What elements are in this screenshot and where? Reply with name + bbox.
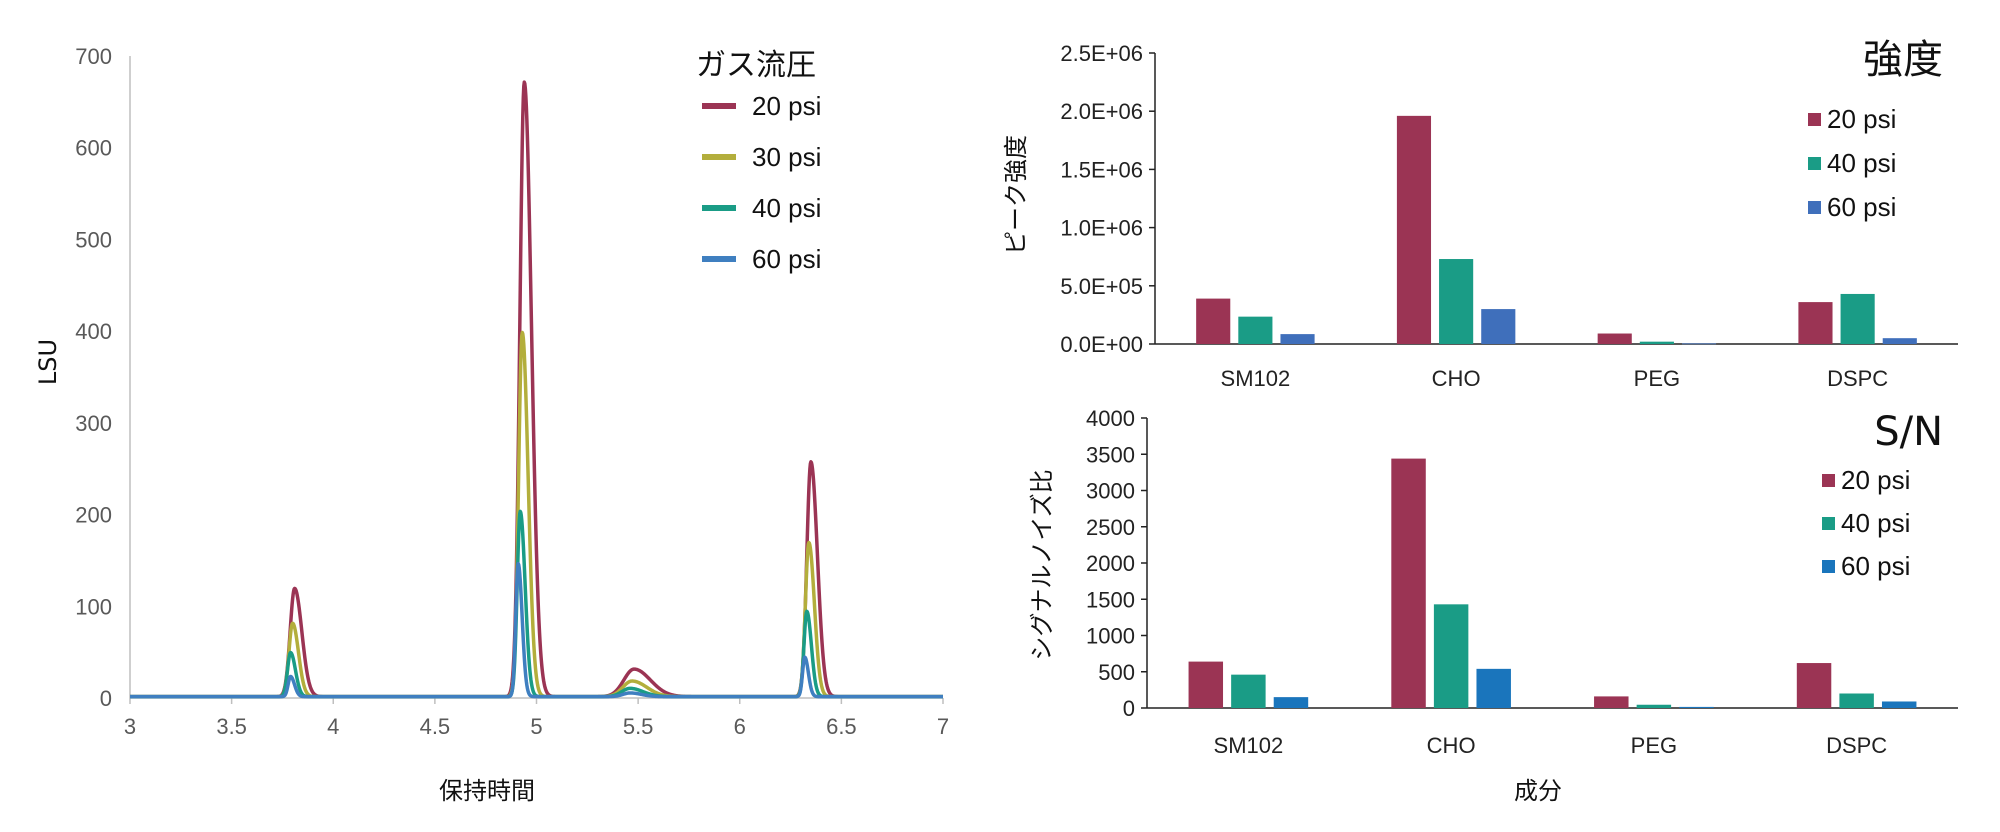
bar-category-label: PEG (1631, 733, 1677, 758)
legend-label: 60 psi (1827, 192, 1896, 222)
legend-swatch (1808, 201, 1821, 214)
bar (1196, 298, 1231, 344)
chromatogram-y-tick-label: 500 (75, 227, 112, 252)
bar (1882, 338, 1917, 344)
legend-label: 60 psi (1841, 551, 1910, 581)
chromatogram-y-tick-label: 600 (75, 136, 112, 161)
bar-y-tick-label: 3500 (1086, 442, 1135, 467)
legend-label: 20 psi (752, 91, 821, 121)
chromatogram-y-tick-label: 100 (75, 594, 112, 619)
intensity-ylabel: ピーク強度 (1002, 135, 1030, 255)
bar (1433, 604, 1469, 708)
legend-label: 40 psi (752, 193, 821, 223)
bar-category-label: DSPC (1826, 733, 1887, 758)
bar-y-tick-label: 2500 (1086, 515, 1135, 540)
chromatogram-xlabel: 保持時間 (439, 777, 535, 805)
bar (1594, 696, 1629, 708)
bar-y-tick-label: 2000 (1086, 551, 1135, 576)
bar-y-tick-label: 1000 (1086, 624, 1135, 649)
bar (1840, 293, 1875, 344)
chromatogram-x-tick-label: 4.5 (420, 714, 451, 739)
sn-bar-chart: S/N シグナルノイズ比 成分 0 500 1000 1500 2000 2500 3000… (1028, 406, 1958, 805)
bar (1476, 668, 1511, 708)
bar (1238, 316, 1273, 344)
bar (1881, 701, 1917, 708)
bar-category-label: CHO (1427, 733, 1476, 758)
bar (1597, 333, 1632, 344)
sn-title: S/N (1874, 409, 1943, 455)
intensity-bar-chart: 強度 ピーク強度 0.0E+00 5.0E+05 1.0E+06 1.5E+06 2.0… (1002, 37, 1958, 391)
chromatogram-y-tick-label: 700 (75, 44, 112, 69)
bar-y-tick-label: 0.0E+00 (1060, 332, 1143, 357)
legend-label: 40 psi (1827, 148, 1896, 178)
bar (1679, 706, 1714, 708)
chromatogram-x-tick-label: 3 (124, 714, 136, 739)
bar (1639, 341, 1674, 344)
bar-category-label: CHO (1432, 366, 1481, 391)
bar-category-label: SM102 (1221, 366, 1291, 391)
bar-y-tick-label: 3000 (1086, 479, 1135, 504)
bar-y-tick-label: 5.0E+05 (1060, 274, 1143, 299)
bar (1481, 309, 1516, 344)
chromatogram-chart: LSU 保持時間 ガス流圧 0 100 200 300 400 500 600 700 3 3.5… (34, 44, 949, 805)
chromatogram-x-tick-label: 7 (937, 714, 949, 739)
chromatogram-series-line (128, 561, 945, 699)
bar-category-label: DSPC (1827, 366, 1888, 391)
chromatogram-y-tick-label: 0 (100, 686, 112, 711)
chromatogram-y-tick-label: 400 (75, 319, 112, 344)
bar (1798, 302, 1833, 344)
bar (1273, 697, 1309, 709)
legend-swatch (1808, 157, 1821, 170)
bar-y-tick-label: 2.0E+06 (1060, 99, 1143, 124)
legend-label: 30 psi (752, 142, 821, 172)
chromatogram-y-tick-label: 200 (75, 503, 112, 528)
legend-swatch (1822, 517, 1835, 530)
chromatogram-x-tick-label: 4 (327, 714, 339, 739)
bar (1280, 334, 1315, 344)
chromatogram-y-tick-label: 300 (75, 411, 112, 436)
chromatogram-x-tick-label: 5 (530, 714, 542, 739)
legend-label: 20 psi (1827, 104, 1896, 134)
chromatogram-x-tick-label: 5.5 (623, 714, 654, 739)
legend-title: ガス流圧 (696, 48, 816, 83)
sn-xlabel: 成分 (1514, 777, 1562, 805)
chromatogram-x-tick-label: 6.5 (826, 714, 857, 739)
legend-label: 20 psi (1841, 465, 1910, 495)
bar (1439, 259, 1474, 344)
chromatogram-series-line (128, 80, 945, 699)
sn-ylabel: シグナルノイズ比 (1028, 469, 1056, 660)
bar (1188, 661, 1224, 708)
legend-label: 40 psi (1841, 508, 1910, 538)
bar (1839, 693, 1874, 708)
bar (1396, 115, 1432, 344)
bar-y-tick-label: 2.5E+06 (1060, 41, 1143, 66)
bar (1796, 663, 1832, 708)
chromatogram-x-tick-label: 6 (734, 714, 746, 739)
bar-y-tick-label: 1.5E+06 (1060, 157, 1143, 182)
legend-swatch (1822, 560, 1835, 573)
bar-y-tick-label: 1.0E+06 (1060, 216, 1143, 241)
bar-y-tick-label: 4000 (1086, 406, 1135, 431)
intensity-title: 強度 (1863, 37, 1943, 83)
bar-y-tick-label: 0 (1123, 696, 1135, 721)
chromatogram-ylabel: LSU (34, 339, 62, 385)
bar (1636, 704, 1672, 708)
bar (1681, 343, 1717, 345)
bar (1231, 674, 1266, 708)
bar-category-label: SM102 (1214, 733, 1284, 758)
legend-swatch (1822, 474, 1835, 487)
chromatogram-x-tick-label: 3.5 (216, 714, 247, 739)
bar-y-tick-label: 1500 (1086, 587, 1135, 612)
legend-swatch (1808, 113, 1821, 126)
bar-category-label: PEG (1634, 366, 1680, 391)
legend-label: 60 psi (752, 244, 821, 274)
bar-y-tick-label: 500 (1098, 660, 1135, 685)
bar (1391, 458, 1426, 708)
